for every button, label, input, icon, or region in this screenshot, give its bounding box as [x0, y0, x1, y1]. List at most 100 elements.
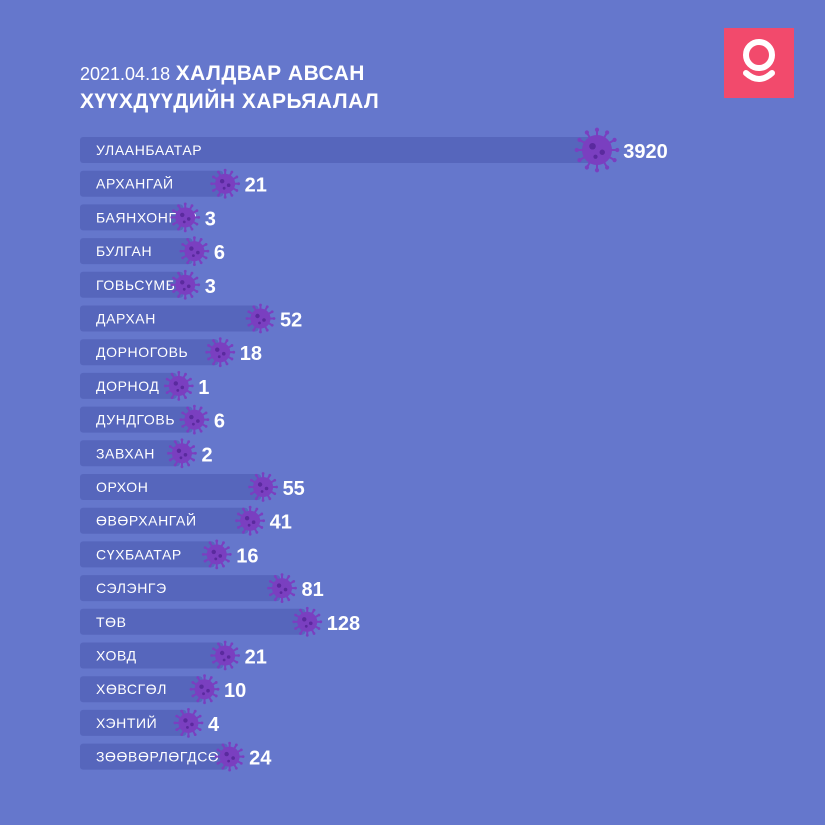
bar-row: СҮХБААТАР 16 — [80, 539, 258, 570]
bar — [80, 372, 177, 399]
virus-icon — [189, 674, 220, 705]
bar — [80, 204, 184, 231]
bar-category-label: ДУНДГОВЬ — [96, 412, 175, 428]
bar — [80, 676, 203, 703]
bar-row: ГОВЬСҮМБЭР 3 — [80, 269, 216, 300]
bar-row: ХОВД 21 — [80, 640, 267, 671]
bar-category-label: ХӨВСГӨЛ — [96, 681, 167, 697]
brand-logo — [724, 28, 794, 98]
bar — [80, 608, 306, 635]
bar-value-label: 3920 — [623, 141, 668, 163]
bar-row: ЗАВХАН 2 — [80, 438, 213, 469]
virus-icon — [205, 337, 236, 368]
virus-icon — [173, 708, 204, 738]
bar-value-label: 24 — [249, 748, 272, 770]
virus-icon — [235, 505, 266, 536]
bar-row: БУЛГАН 6 — [80, 236, 225, 266]
bar — [80, 339, 219, 366]
chart-title: 2021.04.18 ХАЛДВАР АВСАН ХҮҮХДҮҮДИЙН ХАР… — [80, 60, 379, 116]
bar-category-label: ГОВЬСҮМБЭР — [96, 277, 196, 293]
virus-icon — [179, 236, 210, 266]
bar — [80, 305, 259, 332]
bar — [80, 743, 228, 770]
bar-category-label: СҮХБААТАР — [96, 546, 182, 562]
bar-row: ХӨВСГӨЛ 10 — [80, 674, 246, 705]
bar-category-label: УЛААНБААТАР — [96, 142, 202, 158]
bar — [80, 642, 224, 669]
bar-value-label: 21 — [245, 647, 267, 669]
bar-category-label: ДАРХАН — [96, 311, 156, 327]
bar-category-label: ӨВӨРХАНГАЙ — [96, 512, 197, 529]
bar-value-label: 18 — [240, 343, 262, 365]
bar — [80, 238, 193, 265]
bar — [80, 541, 215, 568]
bar — [80, 709, 187, 736]
virus-icon — [167, 438, 197, 469]
bar-category-label: ДОРНОГОВЬ — [96, 344, 188, 360]
logo-g-icon — [743, 39, 775, 82]
bar-category-label: ХОВД — [96, 648, 137, 664]
bar-category-label: БУЛГАН — [96, 243, 152, 259]
bar-row: БАЯНХОНГОР 3 — [80, 202, 216, 233]
virus-icon — [248, 472, 278, 502]
title-line-1-text: ХАЛДВАР АВСАН — [175, 62, 365, 85]
bar-category-label: ЗАВХАН — [96, 445, 155, 461]
bar — [80, 575, 281, 602]
bar-value-label: 4 — [208, 714, 220, 736]
virus-icon — [292, 606, 323, 637]
bar-value-label: 6 — [214, 411, 225, 433]
virus-icon — [163, 371, 194, 401]
virus-icon — [214, 741, 245, 772]
bar-category-label: СЭЛЭНГЭ — [96, 580, 167, 596]
bar-row: ХЭНТИЙ 4 — [80, 708, 220, 738]
virus-icon — [574, 127, 620, 173]
bar-value-label: 1 — [198, 377, 209, 399]
bar-row: ДУНДГОВЬ 6 — [80, 404, 225, 435]
bar-row: ТӨВ 128 — [80, 606, 360, 637]
bar-row: ЗӨӨВӨРЛӨГДСӨН 24 — [80, 741, 272, 772]
title-date: 2021.04.18 — [80, 64, 171, 84]
virus-icon — [210, 640, 241, 671]
title-line-1: 2021.04.18 ХАЛДВАР АВСАН — [80, 60, 379, 88]
virus-icon — [179, 404, 210, 435]
bar-value-label: 10 — [224, 680, 246, 702]
bar-category-label: ХЭНТИЙ — [96, 714, 157, 731]
virus-icon — [210, 168, 241, 199]
virus-icon — [267, 573, 297, 603]
title-line-2: ХҮҮХДҮҮДИЙН ХАРЬЯАЛАЛ — [80, 90, 380, 113]
bar-value-label: 6 — [214, 242, 225, 264]
bar-row: ДОРНОГОВЬ 18 — [80, 337, 262, 368]
bar-row: ДОРНОД 1 — [80, 371, 209, 401]
bar-row: УЛААНБААТАР 3920 — [80, 127, 668, 173]
bar-row: ОРХОН 55 — [80, 472, 305, 502]
bar-row: ДАРХАН 52 — [80, 303, 302, 334]
bar — [80, 170, 224, 197]
bar — [80, 137, 595, 163]
bar-value-label: 3 — [205, 276, 216, 298]
bar-value-label: 81 — [302, 579, 324, 601]
bar — [80, 440, 180, 467]
bar-row: СЭЛЭНГЭ 81 — [80, 573, 324, 603]
bar-value-label: 21 — [245, 175, 267, 197]
bar-row: АРХАНГАЙ 21 — [80, 168, 267, 199]
bar-category-label: ДОРНОД — [96, 378, 159, 394]
bar — [80, 271, 184, 298]
bar-category-label: АРХАНГАЙ — [96, 175, 174, 192]
virus-icon — [201, 539, 232, 570]
bar-category-label: ОРХОН — [96, 479, 148, 495]
bar-category-label: ЗӨӨВӨРЛӨГДСӨН — [96, 749, 230, 765]
bar-category-label: БАЯНХОНГОР — [96, 209, 197, 225]
bar-value-label: 41 — [270, 512, 292, 534]
virus-icon — [245, 303, 276, 334]
bar-value-label: 16 — [236, 545, 258, 567]
bar-value-label: 52 — [280, 310, 302, 332]
virus-icon — [170, 202, 201, 233]
bar-category-label: ТӨВ — [96, 614, 127, 630]
bar-value-label: 2 — [201, 444, 212, 466]
virus-icon — [170, 269, 201, 300]
bar-row: ӨВӨРХАНГАЙ 41 — [80, 505, 292, 536]
bar-value-label: 3 — [205, 208, 216, 230]
bar — [80, 406, 193, 433]
bar-value-label: 55 — [283, 478, 305, 500]
